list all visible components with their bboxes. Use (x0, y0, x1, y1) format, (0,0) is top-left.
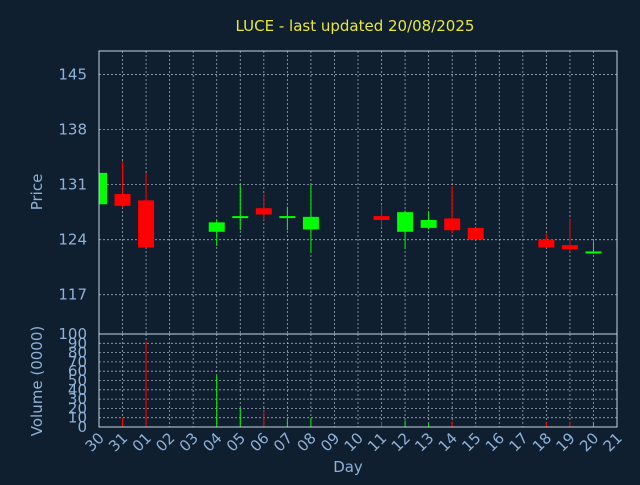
candle-body (138, 200, 155, 248)
candle-body (585, 251, 602, 254)
price-tick-label: 124 (58, 231, 87, 249)
price-tick-label: 138 (58, 121, 87, 139)
candle-body (255, 208, 272, 215)
candle-body (397, 212, 414, 232)
candle-body (302, 216, 319, 230)
volume-tick-label: 20 (68, 399, 87, 417)
x-tick-label: 18 (529, 429, 555, 455)
x-tick-label: 02 (152, 429, 178, 455)
x-tick-label: 14 (435, 429, 461, 455)
volume-panel-frame (98, 333, 618, 428)
x-tick-label: 04 (199, 429, 225, 455)
volume-tick-label: 40 (68, 381, 87, 399)
volume-tick-label: 30 (68, 390, 87, 408)
candle-body (279, 216, 296, 219)
x-tick-label: 15 (458, 429, 484, 455)
price-tick-label: 131 (58, 176, 87, 194)
candle-body (538, 239, 555, 248)
x-tick-label: 16 (482, 429, 508, 455)
x-tick-label: 10 (341, 429, 367, 455)
volume-axis-label: Volume (0000) (28, 326, 46, 436)
grid-layer (99, 51, 617, 427)
ticks-layer: 3031010203040506070809101112131415161718… (58, 66, 625, 456)
candle-body (444, 218, 461, 231)
volume-tick-label: 0 (77, 418, 87, 436)
x-tick-label: 17 (505, 429, 531, 455)
x-tick-label: 19 (553, 429, 579, 455)
chart-title: LUCE - last updated 20/08/2025 (236, 17, 475, 35)
x-tick-label: 20 (576, 429, 602, 455)
candle-body (467, 227, 484, 240)
x-tick-label: 06 (246, 429, 272, 455)
x-tick-label: 31 (105, 429, 131, 455)
price-tick-label: 117 (58, 286, 87, 304)
x-tick-label: 12 (388, 429, 414, 455)
candle-body (420, 220, 437, 228)
volume-tick-label: 70 (68, 353, 87, 371)
candle-body (561, 245, 578, 250)
candle-body (232, 216, 249, 219)
volume-tick-label: 80 (68, 344, 87, 362)
x-tick-label: 21 (600, 429, 626, 455)
volume-tick-label: 100 (58, 325, 87, 343)
candle-body (208, 222, 225, 232)
candle-body (373, 216, 390, 221)
volume-tick-label: 90 (68, 334, 87, 352)
x-tick-label: 13 (411, 429, 437, 455)
price-axis-label: Price (28, 174, 46, 211)
price-tick-label: 145 (58, 66, 87, 84)
x-tick-label: 08 (294, 429, 320, 455)
candle-body (114, 194, 131, 206)
volume-tick-label: 10 (68, 409, 87, 427)
x-tick-label: 03 (176, 429, 202, 455)
candle-body (99, 172, 107, 205)
x-tick-label: 09 (317, 429, 343, 455)
x-tick-label: 07 (270, 429, 296, 455)
x-axis-label: Day (333, 458, 363, 476)
volume-tick-label: 60 (68, 362, 87, 380)
x-tick-label: 01 (129, 429, 155, 455)
marks-layer (98, 161, 602, 427)
volume-tick-label: 50 (68, 372, 87, 390)
x-tick-label: 05 (223, 429, 249, 455)
x-tick-label: 11 (364, 429, 390, 455)
